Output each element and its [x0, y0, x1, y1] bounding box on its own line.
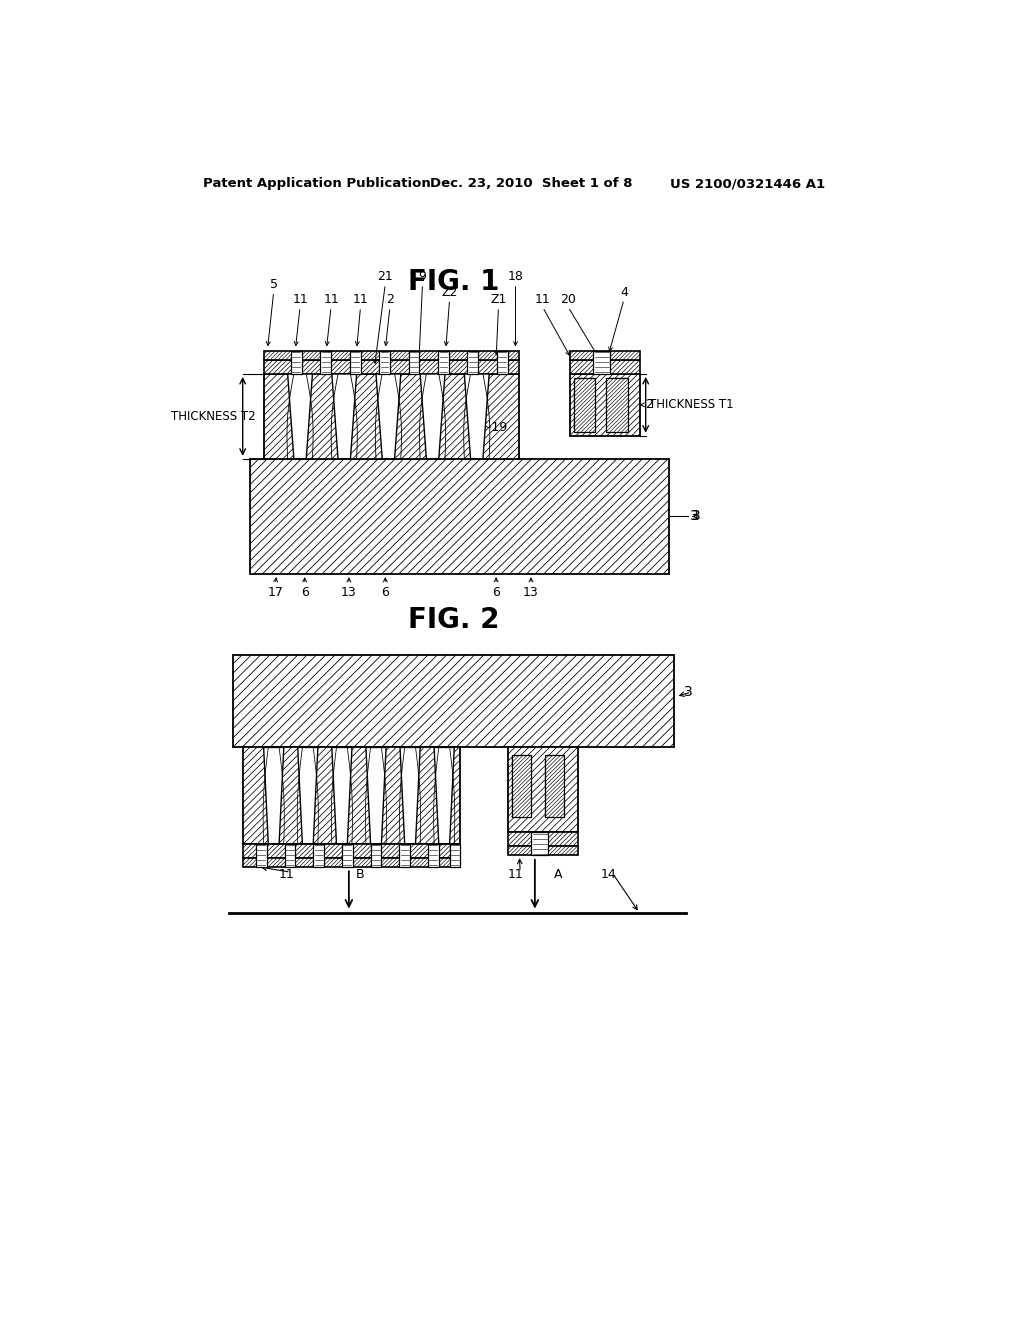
Bar [545, 755, 564, 817]
Text: 18: 18 [508, 271, 523, 284]
Text: 3: 3 [692, 510, 701, 524]
Bar [467, 351, 478, 374]
Bar [291, 351, 302, 374]
Bar [243, 843, 460, 858]
Text: 6: 6 [493, 586, 500, 599]
Bar [256, 843, 266, 867]
Text: Z1: Z1 [490, 293, 507, 306]
Text: 6: 6 [301, 586, 308, 599]
Bar [371, 843, 381, 867]
Polygon shape [464, 374, 489, 459]
Text: 11: 11 [352, 293, 369, 306]
Polygon shape [400, 747, 420, 843]
Bar [243, 747, 460, 843]
Text: 11: 11 [535, 293, 551, 306]
Text: 5: 5 [269, 277, 278, 290]
Text: A: A [554, 869, 562, 880]
Text: FIG. 2: FIG. 2 [408, 606, 500, 635]
Text: 2: 2 [645, 399, 653, 412]
Bar [508, 846, 578, 855]
Bar [232, 655, 675, 747]
Bar [438, 351, 449, 374]
Text: FIG. 1: FIG. 1 [408, 268, 499, 296]
Bar [379, 351, 390, 374]
Bar [508, 747, 578, 832]
Text: 4: 4 [621, 285, 628, 298]
Bar [399, 843, 410, 867]
Bar [409, 351, 420, 374]
Text: 11: 11 [508, 869, 523, 880]
Bar [508, 832, 578, 846]
Bar [593, 351, 610, 374]
Bar [263, 374, 519, 459]
Bar [342, 843, 352, 867]
Bar [569, 374, 640, 436]
Bar [569, 360, 640, 374]
Text: 11: 11 [292, 293, 308, 306]
Text: 11: 11 [324, 293, 339, 306]
Bar [450, 843, 461, 867]
Bar [251, 459, 669, 574]
Bar [497, 351, 508, 374]
Text: 2: 2 [386, 293, 394, 306]
Text: THICKNESS T1: THICKNESS T1 [649, 399, 733, 412]
Polygon shape [332, 747, 352, 843]
Text: B: B [356, 869, 365, 880]
Polygon shape [434, 747, 455, 843]
Text: 9: 9 [419, 271, 426, 284]
Polygon shape [298, 747, 317, 843]
Bar [263, 360, 519, 374]
Text: US 2100/0321446 A1: US 2100/0321446 A1 [671, 177, 825, 190]
Bar [313, 843, 324, 867]
Text: 14: 14 [601, 869, 616, 880]
Text: 6: 6 [381, 586, 389, 599]
Bar [531, 832, 548, 855]
Text: 21: 21 [378, 271, 393, 284]
Text: THICKNESS T2: THICKNESS T2 [171, 409, 255, 422]
Bar [428, 843, 438, 867]
Text: 3: 3 [684, 685, 692, 700]
Polygon shape [263, 747, 284, 843]
Polygon shape [366, 747, 386, 843]
Text: Patent Application Publication: Patent Application Publication [203, 177, 431, 190]
Text: ~19: ~19 [481, 421, 508, 434]
Bar [569, 351, 640, 360]
Polygon shape [288, 374, 312, 459]
Text: 13: 13 [341, 586, 356, 599]
Bar [349, 351, 360, 374]
Bar [321, 351, 331, 374]
Bar [512, 755, 531, 817]
Polygon shape [376, 374, 400, 459]
Polygon shape [332, 374, 356, 459]
Text: Dec. 23, 2010  Sheet 1 of 8: Dec. 23, 2010 Sheet 1 of 8 [430, 177, 633, 190]
Bar [263, 351, 519, 360]
Bar [573, 378, 595, 432]
Text: 11: 11 [279, 869, 295, 880]
Text: 17: 17 [267, 586, 284, 599]
Text: 20: 20 [560, 293, 577, 306]
Text: 13: 13 [523, 586, 539, 599]
Text: Z2: Z2 [441, 285, 458, 298]
Text: 3: 3 [690, 510, 698, 524]
Bar [285, 843, 295, 867]
Bar [606, 378, 628, 432]
Bar [243, 858, 460, 867]
Polygon shape [420, 374, 445, 459]
